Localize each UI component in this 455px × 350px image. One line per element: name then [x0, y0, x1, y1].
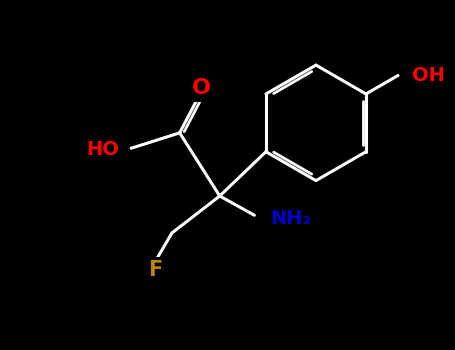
Text: F: F: [148, 260, 162, 280]
Text: NH₂: NH₂: [270, 209, 311, 228]
Text: OH: OH: [412, 66, 445, 85]
Text: HO: HO: [86, 140, 119, 159]
Text: O: O: [192, 78, 211, 98]
